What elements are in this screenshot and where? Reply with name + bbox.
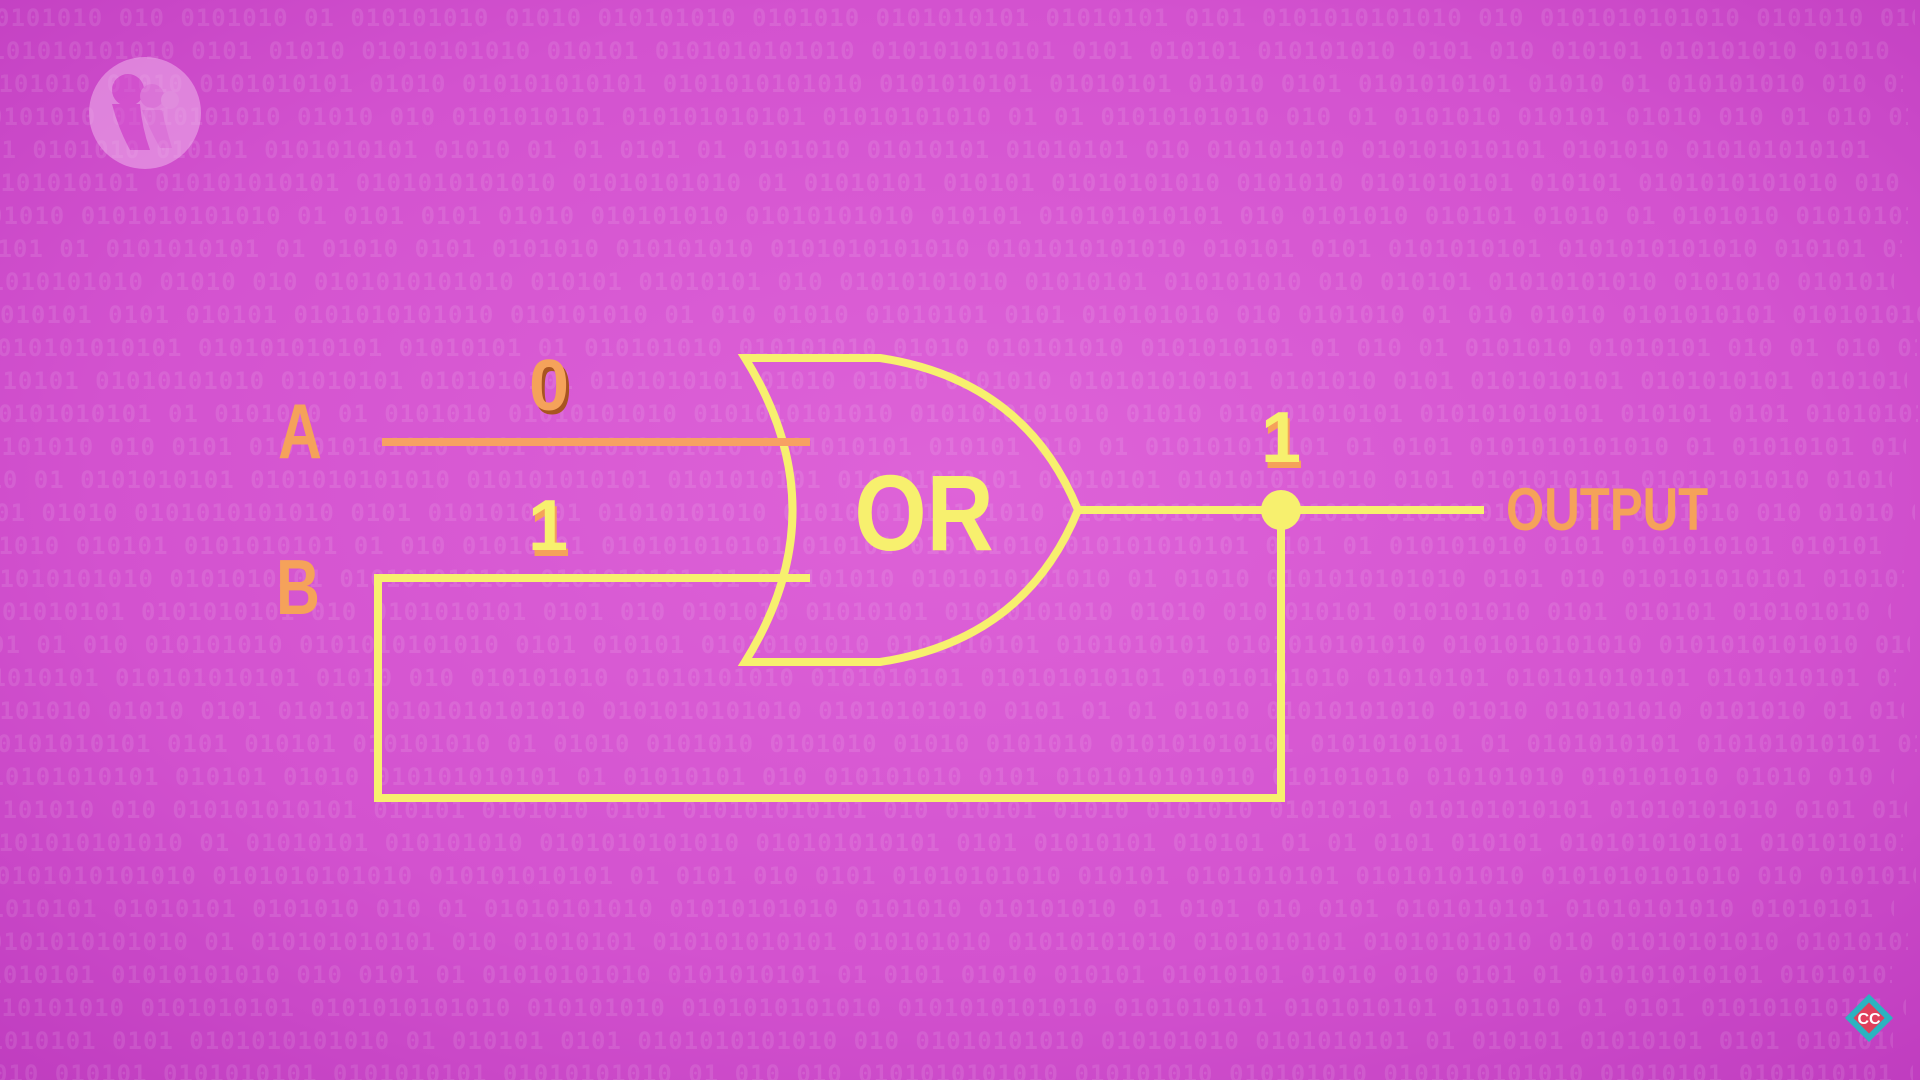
input-b-label: B (276, 544, 320, 631)
pbs-logo-icon (89, 57, 201, 169)
input-a-value-shadow: 0 (532, 350, 572, 430)
output-value: 1 (1261, 398, 1301, 478)
output-label: OUTPUT (1506, 475, 1708, 543)
corner-badge-text: CC (1857, 1011, 1881, 1028)
or-gate-shape (737, 354, 1083, 666)
junction-dot (1261, 490, 1301, 530)
feedback-loop-wire (374, 510, 1285, 802)
input-a-value: 0 (529, 346, 569, 426)
input-b-value: 1 (528, 486, 568, 566)
input-b-value-shadow: 1 (530, 492, 570, 572)
input-a-label: A (278, 388, 322, 475)
crash-course-cc-badge-icon: CC (1844, 993, 1894, 1043)
output-value-shadow: 1 (1263, 404, 1303, 484)
gate-label: OR (854, 453, 993, 573)
